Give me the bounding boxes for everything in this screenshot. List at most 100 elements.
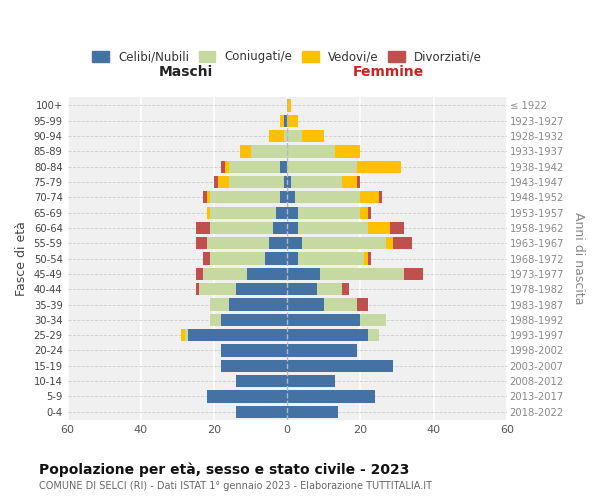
Bar xyxy=(211,314,221,326)
Bar xyxy=(236,283,287,296)
Bar xyxy=(265,252,287,264)
Bar xyxy=(357,176,361,188)
Text: Popolazione per età, sesso e stato civile - 2023: Popolazione per età, sesso e stato civil… xyxy=(39,462,409,477)
Bar xyxy=(236,406,287,418)
Bar xyxy=(287,206,298,219)
Bar xyxy=(229,298,287,310)
Bar xyxy=(404,268,422,280)
Legend: Celibi/Nubili, Coniugati/e, Vedovi/e, Divorziati/e: Celibi/Nubili, Coniugati/e, Vedovi/e, Di… xyxy=(90,48,484,66)
Bar xyxy=(342,176,357,188)
Y-axis label: Fasce di età: Fasce di età xyxy=(15,221,28,296)
Y-axis label: Anni di nascita: Anni di nascita xyxy=(572,212,585,305)
Bar xyxy=(287,298,324,310)
Bar xyxy=(287,283,317,296)
Bar xyxy=(280,160,287,173)
Bar xyxy=(368,252,371,264)
Bar xyxy=(214,176,218,188)
Bar xyxy=(357,160,401,173)
Bar xyxy=(368,206,371,219)
Bar xyxy=(298,252,364,264)
Bar xyxy=(287,390,375,402)
Bar xyxy=(317,283,342,296)
Bar xyxy=(357,298,368,310)
Bar xyxy=(218,176,229,188)
Bar xyxy=(287,252,298,264)
Bar xyxy=(247,268,287,280)
Bar xyxy=(284,130,287,142)
Bar xyxy=(203,268,247,280)
Bar xyxy=(287,360,394,372)
Bar xyxy=(368,329,379,342)
Bar xyxy=(324,298,357,310)
Bar xyxy=(320,268,404,280)
Bar xyxy=(287,114,298,127)
Bar xyxy=(206,237,269,250)
Bar xyxy=(287,191,295,203)
Bar xyxy=(379,191,382,203)
Bar xyxy=(287,406,338,418)
Bar xyxy=(203,191,206,203)
Bar xyxy=(287,130,302,142)
Bar xyxy=(298,206,361,219)
Bar xyxy=(287,160,357,173)
Bar xyxy=(295,191,361,203)
Bar xyxy=(287,329,368,342)
Bar xyxy=(211,298,229,310)
Bar xyxy=(342,283,349,296)
Bar xyxy=(302,130,324,142)
Bar xyxy=(181,329,185,342)
Bar xyxy=(287,268,320,280)
Text: Femmine: Femmine xyxy=(353,66,424,80)
Bar xyxy=(269,130,284,142)
Bar xyxy=(368,222,390,234)
Bar xyxy=(287,222,298,234)
Bar xyxy=(394,237,412,250)
Bar xyxy=(221,314,287,326)
Bar xyxy=(196,268,203,280)
Bar xyxy=(185,329,188,342)
Bar xyxy=(211,191,280,203)
Bar xyxy=(188,329,287,342)
Bar xyxy=(287,314,361,326)
Bar xyxy=(386,237,394,250)
Bar xyxy=(229,176,284,188)
Text: Maschi: Maschi xyxy=(159,66,213,80)
Bar xyxy=(287,375,335,387)
Bar xyxy=(390,222,404,234)
Bar xyxy=(291,176,342,188)
Text: COMUNE DI SELCI (RI) - Dati ISTAT 1° gennaio 2023 - Elaborazione TUTTITALIA.IT: COMUNE DI SELCI (RI) - Dati ISTAT 1° gen… xyxy=(39,481,432,491)
Bar xyxy=(287,344,357,356)
Bar xyxy=(287,100,291,112)
Bar xyxy=(196,237,206,250)
Bar xyxy=(206,191,211,203)
Bar xyxy=(335,146,361,158)
Bar xyxy=(361,314,386,326)
Bar xyxy=(287,176,291,188)
Bar xyxy=(206,390,287,402)
Bar xyxy=(196,283,199,296)
Bar xyxy=(203,252,211,264)
Bar xyxy=(302,237,386,250)
Bar xyxy=(239,146,251,158)
Bar xyxy=(272,222,287,234)
Bar xyxy=(298,222,368,234)
Bar xyxy=(361,206,368,219)
Bar xyxy=(225,160,229,173)
Bar xyxy=(196,222,211,234)
Bar xyxy=(211,252,265,264)
Bar xyxy=(206,206,211,219)
Bar xyxy=(251,146,287,158)
Bar xyxy=(284,176,287,188)
Bar xyxy=(229,160,280,173)
Bar xyxy=(221,160,225,173)
Bar xyxy=(221,360,287,372)
Bar xyxy=(269,237,287,250)
Bar xyxy=(361,191,379,203)
Bar xyxy=(280,114,284,127)
Bar xyxy=(284,114,287,127)
Bar xyxy=(221,344,287,356)
Bar xyxy=(211,222,272,234)
Bar xyxy=(364,252,368,264)
Bar xyxy=(276,206,287,219)
Bar xyxy=(287,237,302,250)
